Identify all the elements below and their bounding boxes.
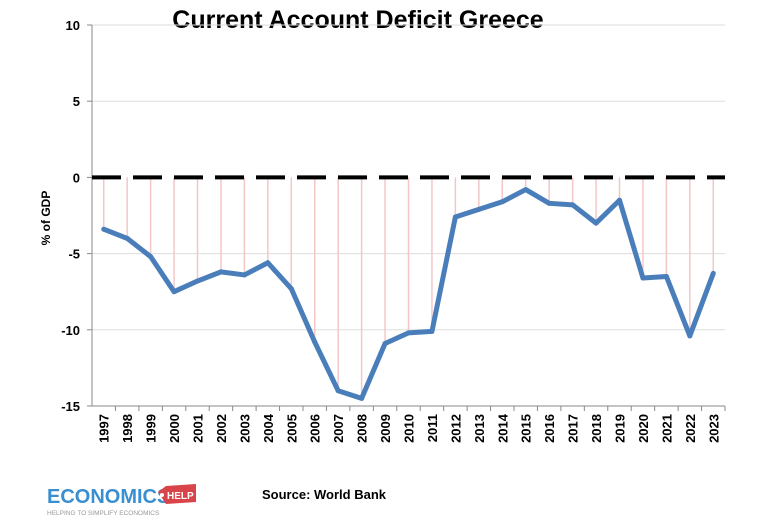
x-tick-label: 2005 (284, 414, 299, 443)
x-tick-label: 2000 (167, 414, 182, 443)
logo-tag-shape (158, 484, 196, 504)
data-point (312, 339, 318, 345)
economics-help-logo: ECONOMICS HELP HELPING TO SIMPLIFY ECONO… (47, 484, 196, 517)
data-point (335, 388, 341, 394)
chart-title: Current Account Deficit Greece (172, 6, 543, 34)
x-tick-label: 2015 (519, 414, 534, 443)
data-point (452, 214, 458, 220)
x-tick-label: 2004 (261, 413, 276, 443)
data-point (476, 206, 482, 212)
data-point (148, 254, 154, 260)
logo-tag-hole (160, 493, 164, 497)
source-note: Source: World Bank (262, 487, 387, 502)
x-tick-label: 2003 (237, 414, 252, 443)
y-tick-label: 10 (66, 18, 80, 33)
data-point (617, 197, 622, 203)
x-tick-label: 2013 (472, 414, 487, 443)
x-tick-label: 2020 (636, 414, 651, 443)
data-point (546, 200, 552, 206)
data-point (218, 269, 224, 275)
data-point (195, 278, 200, 284)
logo-text: ECONOMICS (47, 486, 170, 508)
data-point (101, 226, 107, 232)
data-point (124, 235, 130, 241)
x-tick-label: 2014 (495, 413, 510, 443)
data-point (429, 328, 435, 334)
data-point (288, 286, 294, 292)
data-point (171, 289, 177, 295)
x-tick-label: 1998 (120, 414, 135, 443)
x-tick-label: 2009 (378, 414, 393, 443)
x-tick-label: 2021 (659, 414, 674, 443)
data-point (570, 202, 576, 208)
data-point (359, 395, 365, 401)
y-tick-label: -15 (61, 399, 80, 414)
x-tick-label: 2017 (566, 414, 581, 443)
x-tick-label: 2002 (214, 414, 229, 443)
y-tick-label: -5 (68, 247, 80, 262)
logo-tag-text: HELP (167, 491, 194, 502)
x-tick-label: 2018 (589, 414, 604, 443)
data-point (710, 270, 716, 276)
x-tick-label: 2023 (706, 414, 721, 443)
x-tick-label: 2008 (355, 414, 370, 443)
y-tick-label: -10 (61, 323, 80, 338)
x-tick-label: 2006 (308, 414, 323, 443)
x-tick-label: 1999 (144, 414, 159, 443)
x-tick-label: 2012 (448, 414, 463, 443)
data-point (640, 275, 646, 281)
data-point (499, 199, 505, 205)
x-tick-label: 1997 (97, 414, 112, 443)
data-point (265, 260, 271, 266)
data-point (241, 272, 247, 278)
data-point (382, 341, 388, 347)
data-point (523, 187, 529, 193)
data-point (593, 220, 599, 226)
x-tick-label: 2011 (425, 414, 440, 442)
x-tick-label: 2022 (683, 414, 698, 443)
data-point (687, 333, 693, 339)
logo-tagline: HELPING TO SIMPLIFY ECONOMICS (47, 510, 160, 517)
x-tick-label: 2019 (613, 414, 628, 443)
x-tick-label: 2010 (402, 414, 417, 443)
y-axis-label: % of GDP (39, 191, 53, 246)
x-tick-label: 2016 (542, 414, 557, 443)
y-tick-label: 5 (73, 94, 80, 109)
data-point (406, 330, 411, 336)
x-tick-label: 2007 (331, 414, 346, 443)
x-tick-label: 2001 (191, 414, 206, 443)
y-tick-label: 0 (73, 170, 80, 185)
data-point (663, 273, 669, 279)
